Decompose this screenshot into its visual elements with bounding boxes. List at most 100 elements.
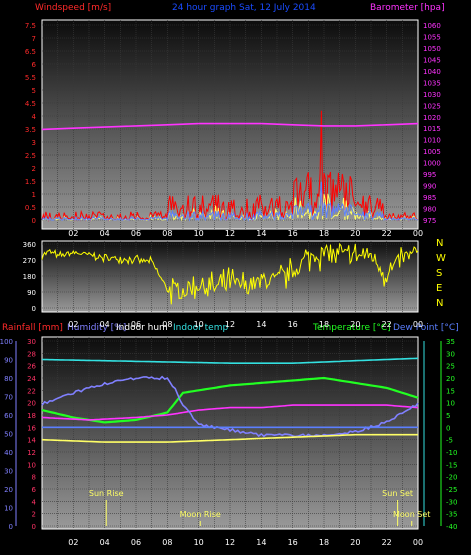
wind-direction-line [41,242,419,305]
wind-tick-label: 1 [32,191,36,199]
humidity-tick-label: 0 [9,523,13,531]
wind-tick-label: 7.5 [25,22,36,30]
rainfall-tick-label: 22 [27,387,36,395]
x-tick-label: 02 [68,320,78,329]
humidity-tick-label: 20 [4,486,13,494]
temperature-tick-label: 10 [446,400,455,408]
wind-tick-label: 5 [32,87,36,95]
barometer-tick-label: 990 [423,183,436,191]
humidity-tick-label: 60 [4,412,13,420]
barometer-tick-label: 1045 [423,56,441,64]
x-tick-label: 00 [413,229,423,238]
rainfall-tick-label: 4 [32,498,37,506]
x-tick-label: 14 [256,320,266,329]
x-tick-label: 12 [225,320,235,329]
wind-tick-label: 5.5 [25,74,36,82]
annotation-label: Sun Set [382,489,413,498]
annotation-label: Sun Rise [89,489,124,498]
annotation-label: Moon Rise [180,510,221,519]
rainfall-tick-label: 8 [32,474,36,482]
graph-title: 24 hour graph Sat, 12 July 2014 [172,3,316,13]
x-tick-label: 16 [288,320,298,329]
direction-tick-label: 270 [23,257,36,265]
temperature-tick-label: -10 [446,449,457,457]
x-tick-label: 04 [100,320,110,329]
barometer-tick-label: 1015 [423,125,441,133]
x-tick-label: 20 [350,538,360,547]
indoor-temp-header: Indoor temp [173,323,228,333]
x-tick-label: 14 [256,229,266,238]
rainfall-tick-label: 12 [27,449,36,457]
compass-label: N [436,298,443,309]
x-tick-label: 10 [194,538,204,547]
x-tick-label: 08 [162,320,172,329]
barometer-tick-label: 1035 [423,79,441,87]
rainfall-tick-label: 0 [32,523,36,531]
direction-tick-label: 360 [23,241,36,249]
x-tick-label: 08 [162,229,172,238]
temperature-tick-label: -40 [446,523,457,531]
series-temperature-c-line [41,376,419,424]
x-tick-label: 10 [194,229,204,238]
direction-tick-label: 0 [32,305,36,313]
temperature-tick-label: 20 [446,375,455,383]
temperature-tick-label: -30 [446,498,457,506]
wind-tick-label: 3.5 [25,126,36,134]
wind-tick-label: 0.5 [25,204,36,212]
x-tick-label: 20 [350,320,360,329]
temperature-tick-label: 35 [446,338,455,346]
barometer-tick-label: 1030 [423,91,441,99]
temperature-tick-label: 5 [446,412,450,420]
humidity-tick-label: 100 [0,338,13,346]
compass-label: N [436,238,443,249]
wind-tick-label: 4 [32,113,37,121]
wind-average-line [41,181,419,222]
humidity-tick-label: 70 [4,394,13,402]
rainfall-tick-label: 6 [32,486,37,494]
humidity-tick-label: 50 [4,431,13,439]
barometer-tick-label: 1060 [423,22,441,30]
rainfall-tick-label: 2 [32,511,36,519]
temperature-tick-label: -15 [446,461,457,469]
x-tick-label: 18 [319,320,329,329]
series-humidity-line [41,375,419,438]
barometer-tick-label: 1005 [423,148,441,156]
barometer-axis-label: Barometer [hpa] [370,3,445,13]
compass-label: S [436,268,442,279]
indoor-hum-header: Indoor hum [116,323,168,333]
x-tick-label: 04 [100,538,110,547]
temperature-tick-label: 0 [446,424,450,432]
temperature-tick-label: -35 [446,511,457,519]
direction-tick-label: 180 [23,273,36,281]
x-tick-label: 18 [319,229,329,238]
barometer-tick-label: 1050 [423,45,441,53]
x-tick-label: 22 [382,538,392,547]
humidity-tick-label: 40 [4,449,13,457]
wind-tick-label: 6.5 [25,48,36,56]
temperature-header: Temperature [°C] [312,323,391,333]
rainfall-tick-label: 10 [27,461,36,469]
barometer-tick-label: 1055 [423,33,441,41]
dew-point-header: Dew Point [°C] [393,323,459,333]
rainfall-tick-label: 18 [27,412,36,420]
barometer-tick-label: 975 [423,217,436,225]
rainfall-tick-label: 14 [27,437,36,445]
x-tick-label: 14 [256,538,266,547]
x-tick-label: 18 [319,538,329,547]
annotation-label: Moon Set [393,510,430,519]
temperature-tick-label: 30 [446,350,455,358]
rainfall-tick-label: 30 [27,338,36,346]
rainfall-header: Rainfall [mm] [2,323,63,333]
barometer-line [41,122,419,131]
x-tick-label: 08 [162,538,172,547]
x-tick-label: 02 [68,538,78,547]
x-tick-label: 20 [350,229,360,238]
x-tick-label: 12 [225,538,235,547]
x-tick-label: 06 [131,320,141,329]
x-tick-label: 16 [288,229,298,238]
wind-tick-label: 2 [32,165,36,173]
x-tick-label: 12 [225,229,235,238]
series-indoor-templine [41,357,419,365]
rainfall-tick-label: 28 [27,350,36,358]
